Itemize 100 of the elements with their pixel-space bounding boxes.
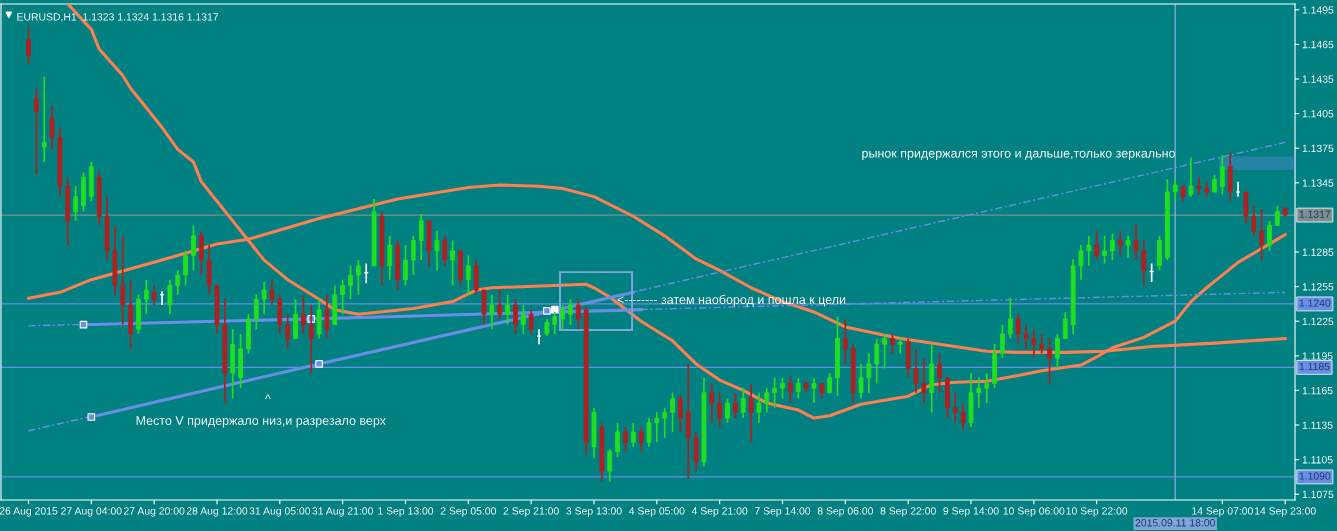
candlestick (1117, 230, 1123, 257)
candlestick (1094, 230, 1100, 261)
candlestick (740, 387, 746, 419)
x-tick-label: 10 Sep 22:00 (1066, 507, 1128, 517)
x-tick-label: 2015.09.11 18:00 (1135, 519, 1215, 527)
candlestick (301, 293, 306, 335)
candlestick (717, 391, 723, 429)
x-tick-label: 9 Sep 14:00 (943, 507, 999, 517)
candlestick (921, 357, 927, 404)
x-tick-label: 31 Aug 21:00 (312, 507, 373, 517)
candlestick (1267, 220, 1272, 252)
y-tick-label: 1.1375 (1302, 144, 1334, 153)
candlestick (1133, 223, 1139, 261)
x-tick-label: 8 Sep 06:00 (817, 507, 874, 517)
candlestick (269, 278, 275, 306)
y-tick-label: 1.1135 (1302, 421, 1333, 429)
candlestick (811, 376, 817, 404)
candlestick (1125, 235, 1131, 259)
candlestick (678, 394, 683, 433)
candlestick (450, 239, 456, 287)
y-tick-label: 1.1225 (1302, 317, 1334, 326)
candlestick (670, 391, 675, 433)
y-tick-label: 1.1345 (1302, 179, 1334, 187)
candlestick (630, 421, 636, 448)
y-tick-label: 1.1435 (1302, 75, 1334, 83)
candlestick (568, 298, 573, 326)
candlestick (952, 391, 958, 424)
candlestick (520, 304, 526, 335)
y-tick-label: 1.1495 (1302, 6, 1334, 14)
candlestick (1039, 333, 1045, 355)
candlestick (418, 213, 424, 261)
x-tick-label: 26 Aug 2015 (0, 507, 58, 517)
x-tick-label: 7 Sep 14:00 (754, 507, 811, 517)
candlestick (355, 259, 361, 296)
candlestick (387, 235, 393, 281)
candlestick (1000, 323, 1005, 359)
candlestick (1251, 205, 1257, 237)
candlestick (662, 406, 668, 439)
candlestick (1023, 323, 1029, 350)
text: EURUSD,H1 1.1323 1.1324 1.1316 1.1317 (17, 13, 219, 22)
candlestick (285, 313, 291, 350)
candlestick (41, 75, 47, 163)
candlestick (615, 421, 620, 459)
candlestick (858, 363, 864, 400)
x-tick-label: 2 Sep 05:00 (440, 507, 497, 517)
y-tick-label: 1.1255 (1302, 283, 1334, 291)
candlestick (33, 87, 39, 176)
candlestick (709, 382, 715, 424)
y-tick-label: 1.1105 (1302, 456, 1333, 464)
ref-line-label: 1.1090 (1299, 472, 1331, 480)
candlestick (748, 382, 754, 444)
candlestick (465, 254, 471, 296)
candlestick (513, 298, 518, 335)
ref-line-label: 1.1240 (1299, 299, 1331, 307)
candlestick (1219, 154, 1225, 196)
candlestick (253, 293, 259, 331)
candlestick (497, 289, 503, 320)
candlestick (1047, 337, 1052, 385)
candlestick (1078, 244, 1084, 281)
candlestick (1007, 297, 1013, 340)
candlestick (26, 26, 31, 65)
candlestick (1110, 232, 1115, 261)
x-tick-label: 1 Sep 13:00 (378, 507, 434, 517)
candlestick (654, 411, 660, 444)
candlestick (191, 224, 196, 272)
x-tick-label: 14 Sep 07:00 (1192, 507, 1253, 517)
candlestick (1259, 208, 1264, 261)
candlestick (1141, 239, 1147, 287)
candlestick (787, 375, 793, 404)
candlestick (560, 304, 565, 331)
point (315, 360, 323, 368)
candlestick (143, 278, 149, 316)
candlestick (842, 318, 848, 365)
candlestick (528, 308, 534, 335)
candlestick (120, 235, 126, 326)
candlestick (167, 278, 173, 316)
y-tick-label: 1.1465 (1302, 40, 1334, 49)
candlestick (1055, 333, 1060, 370)
candlestick (795, 376, 801, 400)
x-tick-label: 4 Sep 05:00 (628, 507, 685, 517)
x-tick-label: 31 Aug 05:00 (249, 507, 311, 517)
candlestick (1188, 156, 1194, 198)
candlestick (976, 376, 982, 409)
candlestick (725, 397, 730, 424)
candlestick (261, 281, 267, 316)
y-tick-label: 1.1405 (1302, 110, 1334, 118)
annotation: ^ (265, 394, 271, 399)
x-tick-label: 8 Sep 22:00 (880, 507, 936, 517)
point (550, 305, 559, 314)
x-tick-label: 4 Sep 21:00 (691, 507, 748, 517)
candlestick (505, 293, 510, 326)
x-tick-label: 10 Sep 06:00 (1003, 507, 1065, 517)
candlestick (73, 185, 78, 222)
candlestick (1235, 180, 1241, 198)
candlestick (340, 278, 346, 316)
x-tick-label: 27 Aug 04:00 (61, 507, 122, 517)
candlestick (764, 387, 770, 414)
candlestick (403, 244, 408, 287)
candlestick (489, 293, 495, 331)
candlestick (1015, 313, 1021, 346)
